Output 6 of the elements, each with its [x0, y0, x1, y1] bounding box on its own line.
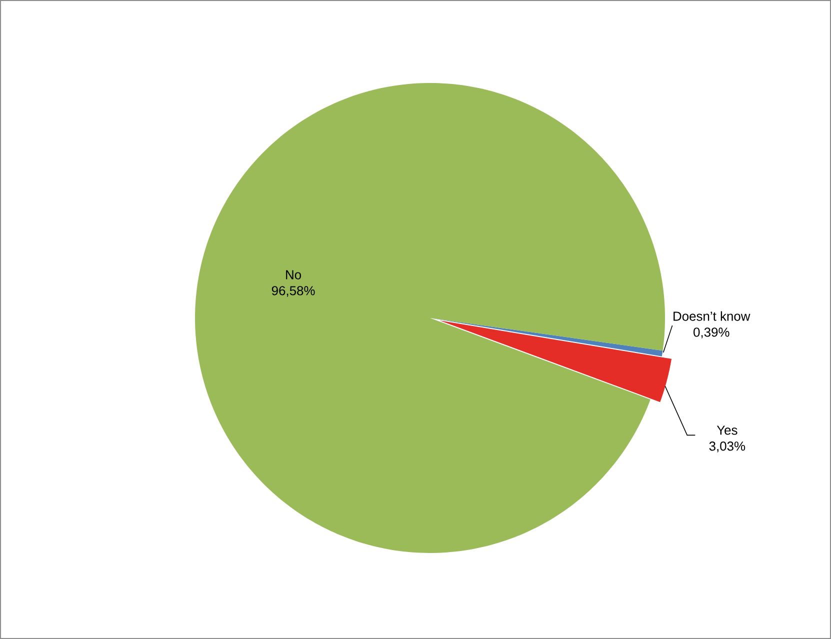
slice-label: No [286, 270, 302, 280]
data-label: 96,58% [272, 286, 315, 297]
slice-label: Doesn’t know [674, 311, 750, 321]
data-label: 3,03% [709, 442, 746, 452]
slice-label: Yes [716, 426, 738, 435]
data-label: 0,39% [694, 328, 730, 338]
